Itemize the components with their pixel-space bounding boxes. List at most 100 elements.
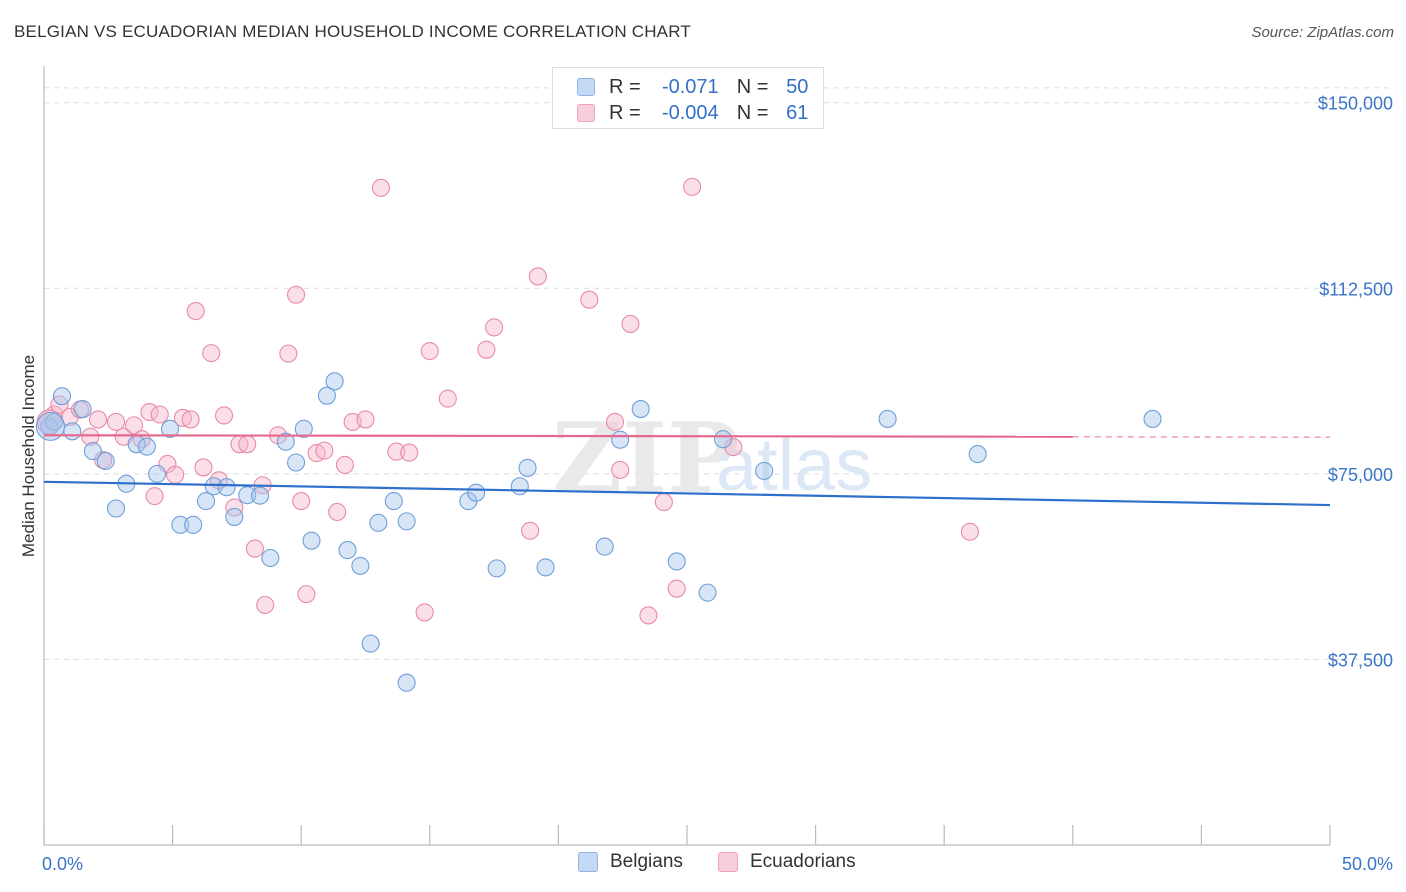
n-label: N = — [736, 101, 769, 124]
ecuadorian-point-47 — [477, 340, 496, 359]
legend-item-ecuadorians[interactable]: Ecuadorians — [718, 851, 856, 873]
ecuadorian-point-54 — [621, 314, 640, 333]
ecuadorian-points — [36, 177, 979, 625]
belgian-point-11 — [148, 464, 167, 483]
y-tick-label-1: $75,000 — [1328, 465, 1393, 485]
y-tick-label-0: $37,500 — [1328, 650, 1393, 670]
belgian-cluster-point — [35, 411, 65, 441]
r-value: -0.004 — [661, 101, 719, 124]
belgian-point-37 — [487, 559, 506, 578]
ecuadorian-point-17 — [173, 408, 192, 428]
ecuadorian-point-36 — [315, 441, 334, 460]
ecuadorian-trend-line — [43, 434, 1073, 438]
belgian-point-20 — [250, 486, 270, 505]
ecuadorian-point-18 — [181, 410, 200, 429]
ecuadorian-point-46 — [438, 389, 457, 408]
ecuadorian-point-5 — [81, 427, 100, 446]
belgian-point-49 — [968, 445, 987, 464]
belgian-point-22 — [276, 432, 295, 451]
source-label: Source: ZipAtlas.com — [1251, 24, 1394, 41]
ecuadorian-point-44 — [415, 603, 434, 622]
belgian-point-50 — [1143, 409, 1162, 428]
ecuadorian-point-33 — [292, 492, 311, 511]
belgian-point-12 — [160, 419, 180, 438]
belgian-point-23 — [287, 453, 306, 472]
ecuadorian-point-48 — [485, 318, 504, 337]
ecuadorian-point-32 — [287, 285, 306, 304]
belgian-point-48 — [878, 409, 897, 428]
chart-title: BELGIAN VS ECUADORIAN MEDIAN HOUSEHOLD I… — [14, 22, 691, 41]
axes — [43, 66, 1331, 846]
belgian-point-36 — [467, 483, 486, 502]
ecuadorian-point-51 — [580, 290, 599, 309]
ecuadorian-point-8 — [106, 412, 126, 431]
x-tick-label-max: 50.0% — [1342, 854, 1393, 874]
belgian-point-24 — [294, 419, 313, 438]
ecuadorian-point-20 — [194, 458, 213, 477]
ecuadorian-point-31 — [279, 344, 298, 363]
belgian-point-6 — [96, 451, 115, 471]
legend-item-belgians[interactable]: Belgians — [578, 851, 683, 873]
ecuadorian-point-49 — [521, 521, 540, 540]
belgian-point-29 — [351, 556, 370, 575]
correlation-legend: R = -0.071 N = 50 R = -0.004 N = 61 — [552, 67, 824, 129]
belgian-point-18 — [225, 507, 244, 526]
belgian-point-14 — [184, 515, 203, 534]
ecuadorian-point-50 — [528, 267, 547, 286]
legend-row-belgians: R = -0.071 N = 50 — [577, 75, 808, 99]
belgian-point-30 — [361, 634, 380, 653]
belgian-point-33 — [397, 512, 416, 531]
belgian-point-17 — [217, 478, 236, 497]
ecuadorian-point-19 — [186, 302, 205, 321]
belgian-points — [35, 372, 1162, 692]
r-label: R = — [609, 101, 641, 124]
legend-label-belgians: Belgians — [610, 851, 683, 872]
belgian-trend-line — [43, 480, 1331, 507]
belgian-point-31 — [369, 513, 388, 532]
ecuadorian-point-40 — [356, 410, 375, 429]
ecuadorian-point-60 — [960, 522, 979, 541]
ecuadorian-point-29 — [256, 595, 275, 615]
belgian-point-27 — [325, 372, 344, 391]
ecuadorian-point-53 — [611, 460, 630, 479]
belgian-swatch — [577, 78, 595, 96]
belgian-point-5 — [83, 442, 102, 461]
n-value: 61 — [786, 101, 809, 124]
watermark: ZIP atlas — [552, 402, 872, 515]
belgian-point-34 — [397, 673, 416, 692]
belgian-point-21 — [261, 548, 280, 568]
ecuadorian-point-56 — [654, 493, 673, 512]
ecuadorian-swatch — [718, 852, 738, 872]
ecuadorian-point-45 — [420, 342, 439, 361]
belgian-point-43 — [631, 399, 650, 419]
ecuadorian-point-6 — [88, 410, 108, 429]
y-tick-label-3: $150,000 — [1318, 94, 1393, 114]
y-tick-labels: $37,500 $75,000 $112,500 $150,000 — [1318, 94, 1393, 671]
ecuadorian-point-42 — [387, 442, 406, 461]
belgian-point-10 — [137, 437, 156, 456]
ecuadorian-swatch — [577, 104, 595, 122]
gridlines — [44, 87, 1392, 660]
belgian-point-13 — [171, 515, 190, 534]
ecuadorian-point-21 — [202, 344, 221, 363]
belgian-point-26 — [317, 386, 336, 405]
ecuadorian-point-58 — [683, 177, 702, 196]
watermark-zip: ZIP — [552, 402, 739, 515]
ecuadorian-point-43 — [400, 443, 419, 462]
ecuadorian-point-57 — [667, 579, 686, 598]
ecuadorian-point-55 — [639, 606, 658, 625]
ecuadorian-point-27 — [245, 539, 264, 558]
x-tick-label-min: 0.0% — [42, 854, 83, 874]
ecuadorian-point-38 — [335, 455, 354, 475]
belgian-point-2 — [52, 387, 72, 406]
belgian-point-3 — [63, 422, 82, 441]
legend-label-ecuadorians: Ecuadorians — [750, 851, 856, 872]
belgian-point-15 — [196, 492, 216, 511]
y-tick-label-2: $112,500 — [1319, 279, 1393, 299]
ecuadorian-point-14 — [150, 405, 169, 424]
ecuadorian-point-10 — [124, 416, 144, 435]
belgian-point-28 — [338, 541, 357, 560]
belgian-point-40 — [536, 558, 555, 577]
r-label: R = — [609, 75, 641, 98]
belgian-point-32 — [384, 492, 403, 511]
